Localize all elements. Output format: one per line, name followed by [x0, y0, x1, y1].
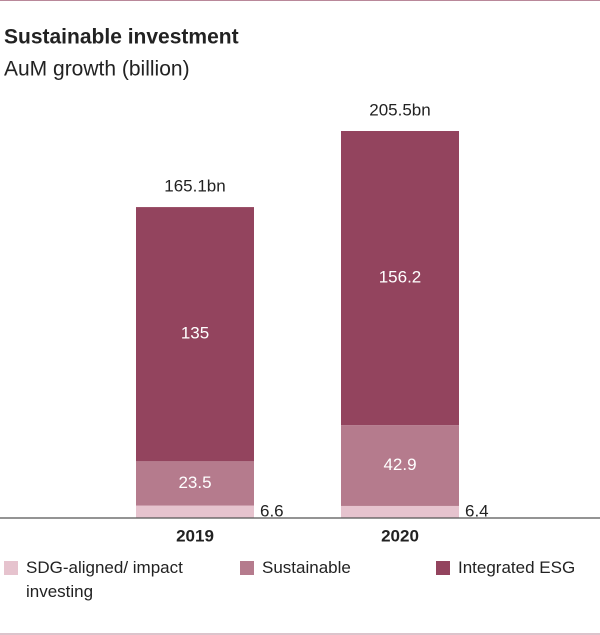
legend-swatch — [240, 561, 254, 575]
total-label: 205.5bn — [369, 100, 430, 119]
legend-swatch — [436, 561, 450, 575]
chart-subtitle: AuM growth (billion) — [4, 58, 190, 81]
bar-segment — [341, 505, 459, 518]
legend-item: Sustainable — [240, 556, 390, 580]
bar-segment — [341, 131, 459, 426]
bar-segment — [136, 207, 254, 462]
legend-swatch — [4, 561, 18, 575]
value-label: 6.4 — [465, 501, 489, 520]
legend-label: Integrated ESG — [458, 558, 576, 577]
value-label: 156.2 — [379, 268, 422, 287]
value-label: 23.5 — [178, 473, 211, 492]
value-label: 6.6 — [260, 501, 284, 520]
value-label: 135 — [181, 324, 209, 343]
bar-segment — [136, 461, 254, 506]
legend-item: SDG-aligned/ impact investing — [4, 556, 184, 604]
legend-item: Integrated ESG — [436, 556, 600, 580]
x-tick-label: 2019 — [176, 526, 214, 545]
legend-label: SDG-aligned/ impact investing — [26, 558, 183, 601]
bar-segment — [136, 505, 254, 518]
legend-label: Sustainable — [262, 558, 351, 577]
chart-title: Sustainable investment — [4, 26, 239, 49]
total-label: 165.1bn — [164, 177, 225, 196]
value-label: 42.9 — [383, 455, 416, 474]
bar-segment — [341, 425, 459, 506]
x-tick-label: 2020 — [381, 526, 419, 545]
